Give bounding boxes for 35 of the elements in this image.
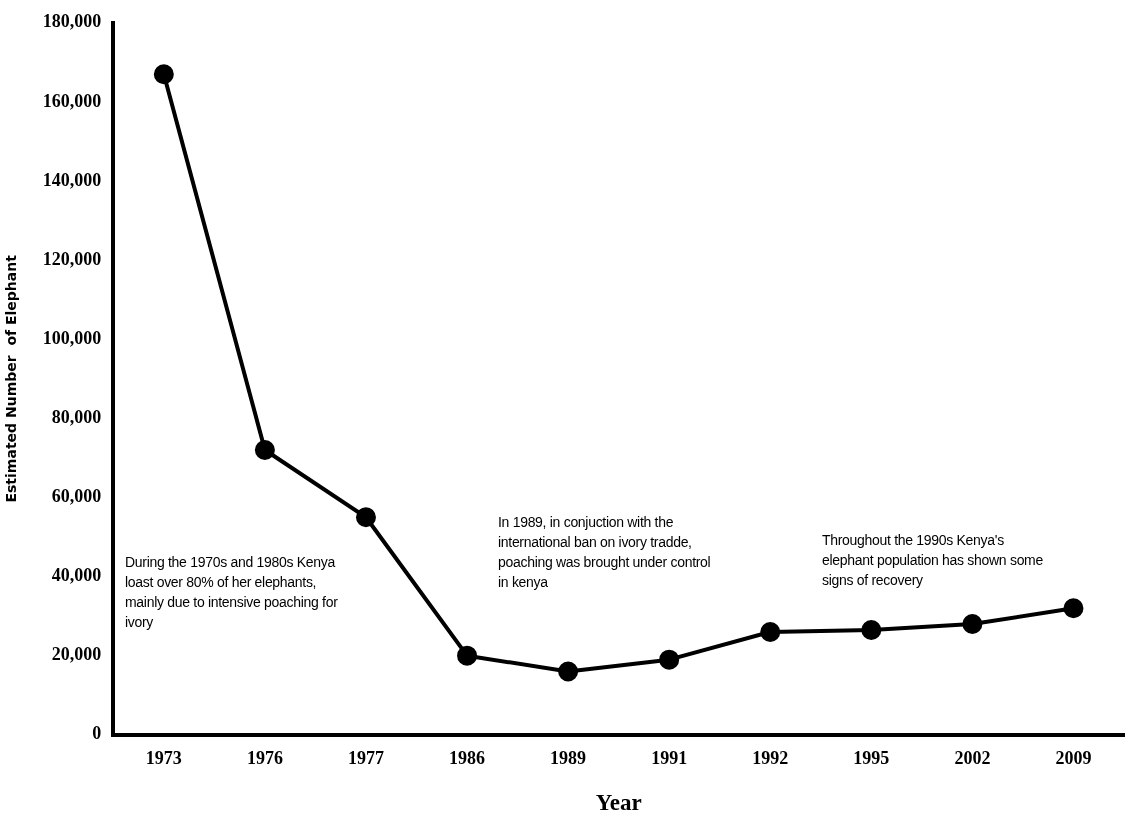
annotation: During the 1970s and 1980s Kenya loast over 80% of her elephants, mainly due to intensive poaching for ivory bbox=[125, 553, 339, 632]
y-tick-label: 140,000 bbox=[42, 169, 102, 190]
x-tick-label: 2009 bbox=[1055, 748, 1092, 769]
point bbox=[861, 619, 882, 640]
y-axis-title: Estimated Number of Elephant bbox=[3, 254, 20, 503]
y-tick-label: 60,000 bbox=[51, 486, 102, 507]
x-tick-label: 1977 bbox=[347, 748, 384, 769]
point bbox=[355, 507, 376, 528]
x-tick-label: 1986 bbox=[449, 748, 486, 769]
x-tick-label: 1989 bbox=[550, 748, 587, 769]
point bbox=[254, 440, 275, 460]
annotation: In 1989, in conjuction with the international ban on ivory tradde, poaching was brought under control in kenya bbox=[498, 513, 712, 592]
point bbox=[1063, 598, 1084, 619]
annotation: Throughout the 1990s Kenya's elephant population has shown some signs of recovery bbox=[822, 531, 1044, 590]
x-tick-label: 1992 bbox=[752, 748, 789, 769]
y-tick-label: 120,000 bbox=[42, 248, 102, 269]
point bbox=[760, 621, 781, 642]
point bbox=[962, 614, 983, 635]
point bbox=[153, 64, 174, 85]
y-tick-label: 20,000 bbox=[51, 644, 102, 665]
x-tick-label: 1995 bbox=[853, 748, 890, 769]
point bbox=[457, 645, 478, 666]
x-axis-title: Year bbox=[595, 790, 642, 816]
x-tick-label: 1976 bbox=[246, 748, 283, 769]
y-tick-label: 160,000 bbox=[42, 90, 102, 111]
x-tick-label: 1973 bbox=[145, 748, 182, 769]
point bbox=[558, 661, 579, 682]
x-tick-label: 1991 bbox=[651, 748, 688, 769]
y-tick-label: 80,000 bbox=[51, 407, 102, 428]
y-tick-label: 0 bbox=[92, 723, 102, 744]
x-tick-label: 2002 bbox=[954, 748, 991, 769]
point bbox=[659, 649, 680, 670]
y-tick-label: 40,000 bbox=[51, 565, 102, 586]
y-tick-label: 100,000 bbox=[42, 327, 102, 348]
y-tick-label: 180,000 bbox=[42, 11, 102, 32]
